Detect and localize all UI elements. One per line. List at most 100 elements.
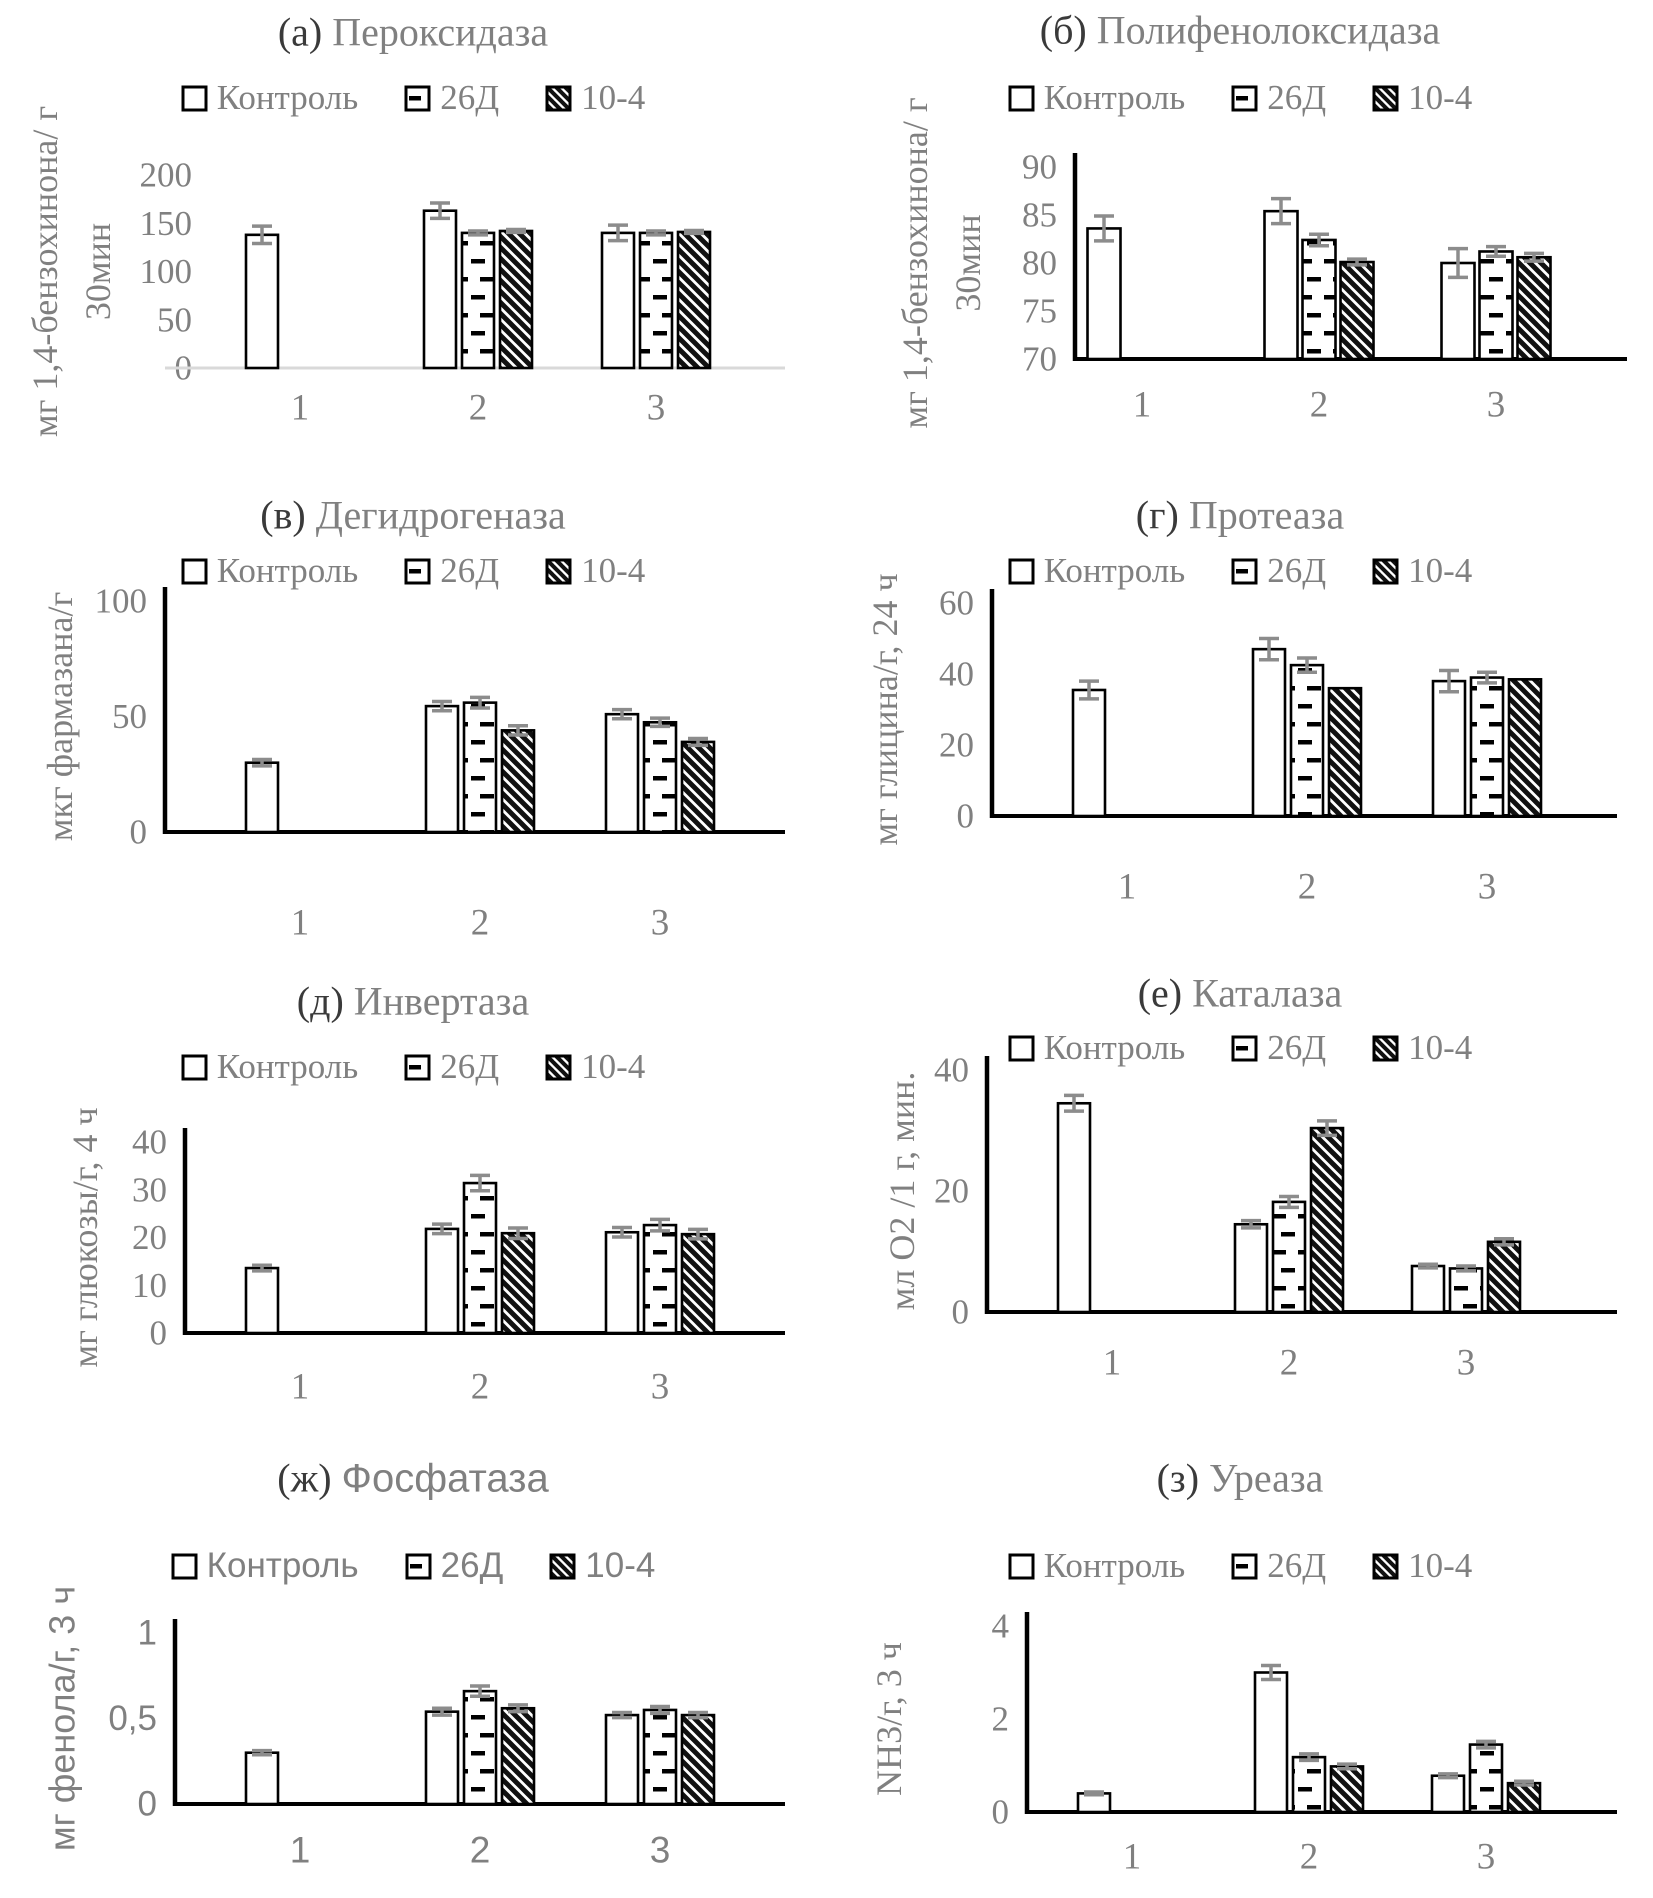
y-tick-label: 40 [132,1123,167,1162]
legend-item-plain: Контроль [1008,551,1185,591]
panel-title: (б) Полифенолоксидаза [827,7,1653,54]
error-bar [430,201,450,221]
legend-item-dash: 26Д [404,1047,499,1087]
x-category-label: 3 [647,388,666,429]
x-category-label: 1 [291,1367,310,1408]
dash-pattern-square-icon [404,558,431,584]
bar-dash-cat2 [1271,1200,1307,1314]
y-tick-label: 60 [939,584,974,623]
legend: Контроль 26Д 10-4 [827,551,1653,591]
legend-label: Контроль [216,551,359,590]
y-tick-label: 2 [992,1700,1010,1739]
legend-item-dash: 26Д [405,1546,503,1586]
bar-dash-cat3 [638,231,674,370]
y-tick-label: 150 [140,204,193,243]
x-category-label: 3 [1477,1837,1496,1878]
x-category-label: 1 [290,1830,311,1871]
diagonal-pattern-square-icon [1372,1035,1399,1061]
legend-item-plain: Контроль [1008,1028,1186,1068]
error-bar [1418,1262,1438,1270]
y-tick-label: 0 [952,1293,970,1332]
x-category-label: 2 [1298,867,1317,908]
bar-dash-cat3 [642,1223,678,1335]
bar-diag-cat2 [1339,260,1375,361]
panel-letter: (д) [296,978,344,1024]
chart-svg-d: 0 10 20 30 40 мг глюкозы/г, 4 ч 1 2 3 [65,1107,785,1408]
plain-square-icon [1008,85,1035,111]
chart-panel-e: (е) Каталаза Контроль 26Д 10-4 0 20 40 мл О2 /1… [827,955,1653,1420]
y-tick-label: 80 [1022,244,1057,283]
error-bar [1261,1663,1281,1682]
legend-label: 10-4 [1408,1546,1473,1585]
error-bar [1297,656,1317,674]
x-category-label: 1 [1133,385,1152,426]
error-bar [508,1226,528,1241]
error-bar [506,227,526,235]
y-tick-label: 20 [934,1172,969,1211]
bar-dash-cat2 [1301,238,1337,361]
y-tick-label: 0 [992,1793,1010,1832]
bar-plain-cat1 [244,1751,280,1806]
legend-item-plain: Контроль [1008,78,1185,118]
legend-label: 10-4 [1408,1028,1473,1067]
plain-square-icon [181,85,208,111]
legend: Контроль 26Д 10-4 [827,1546,1653,1586]
bar-plain-cat1 [244,233,280,370]
legend-label: Контроль [1043,1546,1186,1585]
dash-pattern-square-icon [1231,85,1258,111]
legend-label: 10-4 [585,1546,656,1585]
bar-plain-cat1 [1071,688,1107,818]
bar-plain-cat3 [604,1230,640,1335]
diagonal-pattern-square-icon [1372,85,1399,111]
y-tick-label: 30 [132,1170,167,1209]
legend-label: 10-4 [581,1047,646,1086]
dash-pattern-square-icon [405,1553,432,1579]
x-category-label: 2 [1280,1343,1299,1384]
legend-label: Контроль [1043,1028,1186,1067]
bar-dash-cat3 [1448,1267,1484,1314]
diagonal-pattern-square-icon [545,558,572,584]
panel-title: (з) Уреаза [827,1455,1653,1502]
chart-svg-z: 0 2 4 NH3/г, 3 ч 1 2 3 [869,1607,1617,1878]
error-bar [1456,1264,1476,1273]
panel-letter: (з) [1156,1455,1200,1501]
bar-dash-cat3 [642,1708,678,1806]
x-category-label: 3 [650,1830,671,1871]
legend-label: 10-4 [581,551,646,590]
legend-label: 26Д [440,1047,500,1086]
error-bar [1486,244,1506,259]
y-tick-label: 20 [132,1218,167,1257]
error-bar [1279,1194,1299,1210]
plain-square-icon [171,1553,198,1579]
bar-diag-cat3 [680,740,716,834]
error-bar [1347,257,1367,267]
panel-letter: (г) [1135,492,1179,538]
legend-label: 10-4 [1408,551,1473,590]
panel-title-text: Пероксидаза [332,9,549,55]
chart-svg-zh: 0 0,5 1 мг фенола/г, 3 ч 1 2 3 [42,1586,785,1871]
error-bar [432,1706,452,1717]
y-axis-label: NH3/г, 3 ч [869,1642,909,1796]
panel-title-text: Инвертаза [353,978,530,1024]
error-bar [608,223,628,243]
legend-item-plain: Контроль [171,1546,359,1586]
error-bar [650,716,670,729]
bar-dash-cat2 [1289,663,1325,818]
error-bar [1317,1119,1337,1138]
error-bar [1494,1237,1514,1247]
error-bar [1476,1739,1496,1750]
dash-pattern-square-icon [1231,1553,1258,1579]
y-tick-label: 0 [957,797,975,836]
bar-dash-cat2 [460,231,496,370]
error-bar [252,1748,272,1757]
error-bar [1337,1762,1357,1771]
legend-item-plain: Контроль [181,1047,358,1087]
legend-item-diag: 10-4 [1372,1028,1472,1068]
error-bar [646,229,666,237]
error-bar [470,1684,490,1699]
panel-title-text: Полифенолоксидаза [1096,7,1441,53]
error-bar [684,228,704,236]
x-category-label: 1 [291,388,310,429]
legend-item-dash: 26Д [1231,1546,1326,1586]
